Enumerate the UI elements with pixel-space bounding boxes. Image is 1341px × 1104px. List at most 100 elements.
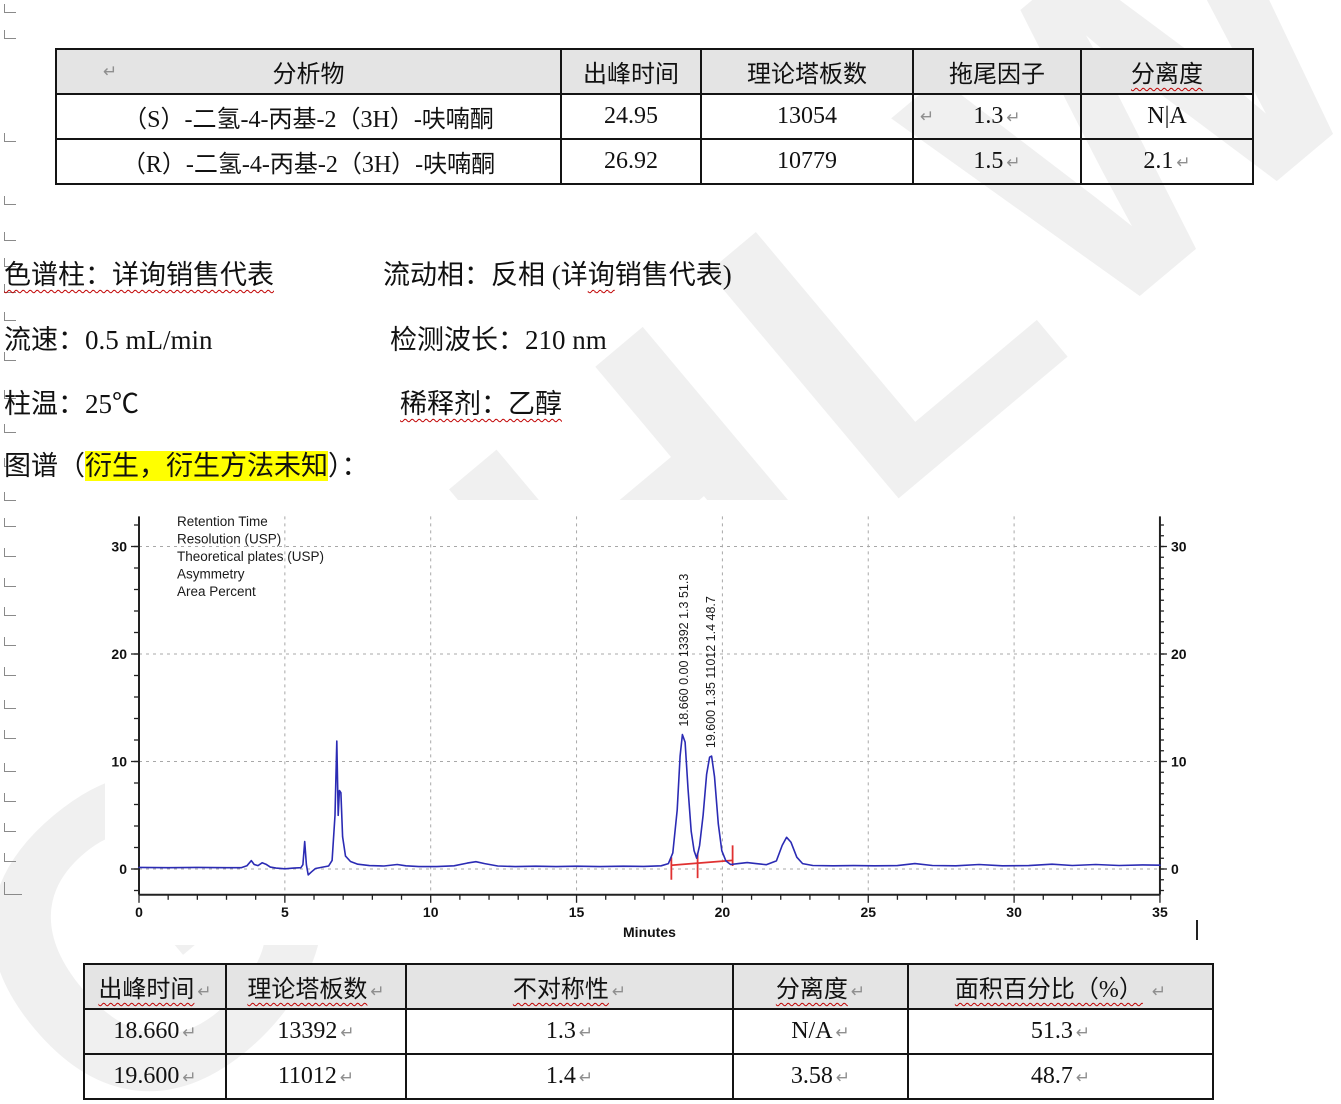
header-label: 不对称性 <box>512 977 609 1003</box>
margin-corner-mark <box>4 258 16 267</box>
svg-text:Asymmetry: Asymmetry <box>177 567 245 582</box>
margin-corner-mark <box>4 390 16 399</box>
mobile-phase-sq: 询 <box>587 260 615 290</box>
spectrum-suffix: ）： <box>328 451 369 481</box>
resolution-value: 2.1 <box>1143 148 1174 174</box>
table-row: （S）-二氢-4-丙基-2（3H）-呋喃酮 24.95 13054 ↵ 1.3 ↵… <box>55 93 1254 140</box>
rt-cell: 24.95 <box>560 93 702 140</box>
svg-text:20: 20 <box>715 904 731 920</box>
svg-text:0: 0 <box>119 861 127 877</box>
svg-text:20: 20 <box>111 646 127 662</box>
chromatogram: 0 5 10 15 20 25 30 35 0 0 10 10 20 20 30 30 Minutes Reten… <box>105 500 1225 945</box>
margin-corner-mark <box>4 492 16 501</box>
margin-corner-mark <box>4 518 16 527</box>
col-header-resolution-label: 分离度 <box>1131 62 1203 88</box>
asymmetry-cell: 1.4 ↵ <box>405 1053 734 1100</box>
paragraph-mark-icon: ↵ <box>182 1023 197 1043</box>
plates-cell: 13392 ↵ <box>225 1008 407 1055</box>
svg-text:30: 30 <box>111 539 127 555</box>
spectrum-highlight: 衍生，衍生方法未知 <box>85 451 328 481</box>
mobile-phase-post: 销售代表) <box>614 260 732 290</box>
paragraph-mark-icon: ↵ <box>1176 153 1191 173</box>
col-header-plates: 理论塔板数 <box>700 48 914 95</box>
chart-axes: 0 5 10 15 20 25 30 35 0 0 10 10 20 20 30 30 Minutes <box>111 516 1187 940</box>
plates-cell: 13054 <box>700 93 914 140</box>
text-cursor <box>1196 920 1198 940</box>
area-cell: 51.3 ↵ <box>907 1008 1214 1055</box>
peak-results-table: 出峰时间 ↵ 理论塔板数 ↵ 不对称性 ↵ 分离度 ↵ 面积百分比（%） ↵ 18.66… <box>83 963 1214 1100</box>
margin-corner-mark <box>4 232 16 241</box>
plates-value: 11012 <box>277 1063 337 1089</box>
svg-text:Area Percent: Area Percent <box>177 584 256 599</box>
paragraph-mark-icon: ↵ <box>850 982 866 1002</box>
margin-corner-mark <box>4 730 16 739</box>
analyte-s-cell: （S）-二氢-4-丙基-2（3H）-呋喃酮 <box>55 93 562 140</box>
asymmetry-value: 1.3 <box>545 1018 576 1044</box>
svg-text:10: 10 <box>1171 754 1187 770</box>
svg-text:10: 10 <box>111 754 127 770</box>
plates-cell: 11012 ↵ <box>225 1053 407 1100</box>
margin-corner-mark <box>4 793 16 802</box>
condition-column-temp: 柱温：25℃ <box>4 389 139 419</box>
chart-integration-marks <box>670 845 734 880</box>
condition-mobile-phase: 流动相：反相 (详询销售代表) <box>383 253 732 292</box>
resolution-value: N/A <box>791 1018 833 1044</box>
resolution-value: 3.58 <box>790 1063 833 1089</box>
paragraph-mark-icon: ↵ <box>197 982 212 1002</box>
paragraph-mark-icon: ↵ <box>920 106 935 127</box>
condition-flow-rate: 流速：0.5 mL/min <box>4 325 213 355</box>
header-label: 出峰时间 <box>98 977 195 1003</box>
analyte-r-cell: （R）-二氢-4-丙基-2（3H）-呋喃酮 <box>55 138 562 185</box>
col-header-analyte-label: 分析物 <box>272 62 345 88</box>
paragraph-mark-icon: ↵ <box>1075 1023 1091 1043</box>
margin-corner-mark <box>4 607 16 616</box>
margin-corner-mark <box>4 853 16 862</box>
col-header-retention-time: 出峰时间 <box>560 48 702 95</box>
resolution-cell: N/A ↵ <box>732 1008 909 1055</box>
margin-corner-mark <box>4 4 16 13</box>
margin-corner-mark <box>4 312 16 321</box>
area-value: 48.7 <box>1030 1063 1073 1089</box>
rt-cell: 19.600 ↵ <box>83 1053 227 1100</box>
margin-corner-mark <box>4 700 16 709</box>
chromatogram-trace <box>138 733 1161 876</box>
chart-legend: Retention Time Resolution (USP) Theoretica… <box>177 514 324 599</box>
resolution-cell: 2.1 ↵ <box>1080 138 1254 185</box>
margin-corner-mark <box>4 424 16 433</box>
rt-cell: 26.92 <box>560 138 702 185</box>
rt-value: 19.600 <box>113 1063 180 1089</box>
paragraph-mark-icon: ↵ <box>835 1023 850 1043</box>
table-header-row: 出峰时间 ↵ 理论塔板数 ↵ 不对称性 ↵ 分离度 ↵ 面积百分比（%） ↵ <box>83 963 1214 1010</box>
peak-label: 19.600 1.35 11012 1.4 48.7 <box>704 596 718 748</box>
tailing-value: 1.5 <box>973 148 1004 174</box>
svg-text:10: 10 <box>423 904 439 920</box>
paragraph-mark-icon: ↵ <box>611 982 627 1002</box>
col-header-analyte: ↵ 分析物 <box>55 48 562 95</box>
chart-grid <box>139 516 1160 895</box>
margin-corner-mark <box>4 823 16 832</box>
svg-text:Retention Time: Retention Time <box>177 514 268 529</box>
col-header-retention-time: 出峰时间 ↵ <box>83 963 227 1010</box>
x-axis-title: Minutes <box>623 924 676 940</box>
paragraph-mark-icon: ↵ <box>578 1023 594 1043</box>
col-header-resolution: 分离度 ↵ <box>732 963 909 1010</box>
margin-corner-mark <box>4 352 16 361</box>
tailing-cell: ↵ 1.3 ↵ <box>912 93 1082 140</box>
margin-corner-mark <box>4 133 16 142</box>
margin-corner-mark <box>4 667 16 676</box>
svg-text:30: 30 <box>1006 904 1022 920</box>
svg-text:20: 20 <box>1171 646 1187 662</box>
condition-diluent: 稀释剂：乙醇 <box>400 382 562 421</box>
paragraph-mark-icon: ↵ <box>1006 153 1021 173</box>
margin-corner-mark <box>4 578 16 587</box>
paragraph-mark-icon: ↵ <box>1006 108 1021 128</box>
table-row: 19.600 ↵ 11012 ↵ 1.4 ↵ 3.58 ↵ 48.7 ↵ <box>83 1053 1214 1100</box>
col-header-plates: 理论塔板数 ↵ <box>225 963 407 1010</box>
peak-label: 18.660 0.00 13392 1.3 51.3 <box>677 574 691 727</box>
margin-corner-mark <box>4 637 16 646</box>
asymmetry-cell: 1.3 ↵ <box>405 1008 734 1055</box>
paragraph-mark-icon: ↵ <box>103 61 118 82</box>
svg-text:35: 35 <box>1152 904 1168 920</box>
plates-cell: 10779 <box>700 138 914 185</box>
